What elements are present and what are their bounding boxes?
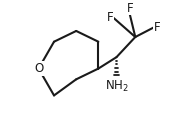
Text: O: O: [34, 62, 43, 75]
Text: NH$_2$: NH$_2$: [105, 78, 128, 94]
Text: F: F: [127, 2, 133, 15]
Text: F: F: [107, 11, 113, 24]
Text: F: F: [154, 21, 160, 34]
